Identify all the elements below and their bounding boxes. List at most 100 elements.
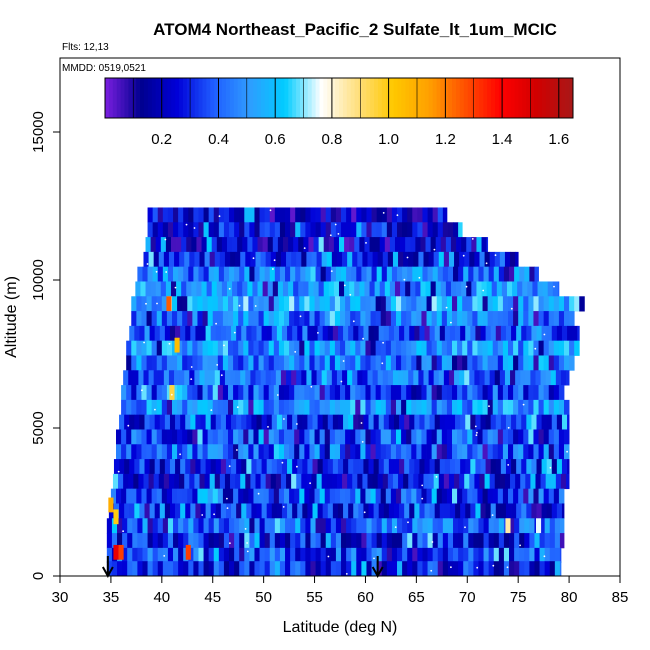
track-dot <box>471 238 474 240</box>
heatmap-cell <box>546 459 553 475</box>
heatmap-cell <box>192 429 198 445</box>
heatmap-cell <box>503 266 510 282</box>
heatmap-cell <box>223 561 230 577</box>
heatmap-cell <box>173 533 179 549</box>
track-dot <box>474 425 477 428</box>
heatmap-cell <box>189 473 195 490</box>
heatmap-cell <box>380 385 387 401</box>
heatmap-cell <box>467 488 473 504</box>
track-dot <box>418 276 421 279</box>
heatmap-cell <box>168 473 175 490</box>
heatmap-cell <box>513 355 519 371</box>
heatmap-cell <box>284 429 290 445</box>
heatmap-cell <box>437 533 444 549</box>
heatmap-cell <box>439 459 446 475</box>
colorbar-segment <box>276 78 281 118</box>
heatmap-cell <box>353 503 359 519</box>
heatmap-cell <box>446 340 453 356</box>
heatmap-cell <box>222 429 229 445</box>
heatmap-cell <box>441 399 448 416</box>
heatmap-cell <box>445 237 452 253</box>
heatmap-cell <box>218 561 225 577</box>
heatmap-cell <box>421 429 427 445</box>
heatmap-cell <box>314 444 321 460</box>
heatmap-cell <box>506 281 513 297</box>
heatmap-cell <box>402 533 408 549</box>
heatmap-cell <box>301 370 307 386</box>
heatmap-cell <box>447 222 454 238</box>
heatmap-cell <box>490 325 497 342</box>
heatmap-cell <box>204 251 211 268</box>
heatmap-cell <box>376 266 383 282</box>
heatmap-cell <box>472 488 478 504</box>
heatmap-cell <box>274 222 281 238</box>
heatmap-cell <box>192 340 198 356</box>
heatmap-cell <box>418 370 424 386</box>
heatmap-cell <box>453 561 459 577</box>
heatmap-cell <box>198 561 204 577</box>
heatmap-cell <box>513 296 519 312</box>
heatmap-cell <box>324 488 331 504</box>
colorbar-segment <box>463 78 469 118</box>
heatmap-cell <box>391 207 398 223</box>
heatmap-cell <box>515 251 519 268</box>
heatmap-cell <box>151 429 158 445</box>
colorbar-segment <box>569 78 574 118</box>
heatmap-cell <box>467 385 473 401</box>
heatmap-cell <box>290 518 296 534</box>
heatmap-cell <box>391 266 398 282</box>
heatmap-cell <box>334 355 341 371</box>
track-dot <box>450 321 452 324</box>
heatmap-cell <box>518 311 524 327</box>
heatmap-cell <box>315 561 322 577</box>
heatmap-cell <box>320 518 327 534</box>
heatmap-cell <box>151 296 158 312</box>
heatmap-cell <box>231 325 237 342</box>
heatmap-cell <box>215 414 222 430</box>
heatmap-cell <box>558 444 565 460</box>
heatmap-cell <box>469 473 475 490</box>
heatmap-cell <box>148 251 155 268</box>
heatmap-cell <box>258 399 265 416</box>
heatmap-cell <box>443 251 450 268</box>
heatmap-cell <box>318 237 325 253</box>
heatmap-cell <box>416 429 422 445</box>
heatmap-cell <box>172 296 178 312</box>
heatmap-cell <box>442 222 449 238</box>
heatmap-cell <box>149 325 156 342</box>
colorbar-segment <box>183 78 188 118</box>
heatmap-cell <box>282 237 289 253</box>
heatmap-cell <box>508 488 514 504</box>
heatmap-cell <box>351 518 357 534</box>
heatmap-cell <box>406 488 412 504</box>
heatmap-cell <box>376 222 383 238</box>
track-dot <box>154 408 156 411</box>
heatmap-cell <box>378 325 385 342</box>
heatmap-cell <box>441 429 448 445</box>
heatmap-cell <box>180 503 186 519</box>
heatmap-cell <box>136 429 142 445</box>
heatmap-cell <box>243 355 249 371</box>
heatmap-cell <box>197 399 203 416</box>
heatmap-cell <box>335 518 342 534</box>
heatmap-cell <box>224 370 231 386</box>
heatmap-cell <box>545 370 552 386</box>
heatmap-cell <box>461 281 467 297</box>
heatmap-cell <box>421 444 427 460</box>
heatmap-cell <box>173 547 179 564</box>
heatmap-cell <box>146 488 153 504</box>
colorbar-segment <box>225 78 231 118</box>
track-dot <box>238 304 241 307</box>
heatmap-cell <box>386 266 393 282</box>
heatmap-cell <box>498 561 505 577</box>
heatmap-cell <box>561 325 568 342</box>
heatmap-cell <box>360 385 366 401</box>
heatmap-cell <box>566 473 570 490</box>
heatmap-cell <box>234 561 240 577</box>
heatmap-cell <box>385 340 392 356</box>
heatmap-cell <box>564 340 570 356</box>
heatmap-cell <box>238 311 244 327</box>
heatmap-cell <box>401 340 407 356</box>
heatmap-cell <box>322 459 329 475</box>
heatmap-cell <box>217 340 224 356</box>
